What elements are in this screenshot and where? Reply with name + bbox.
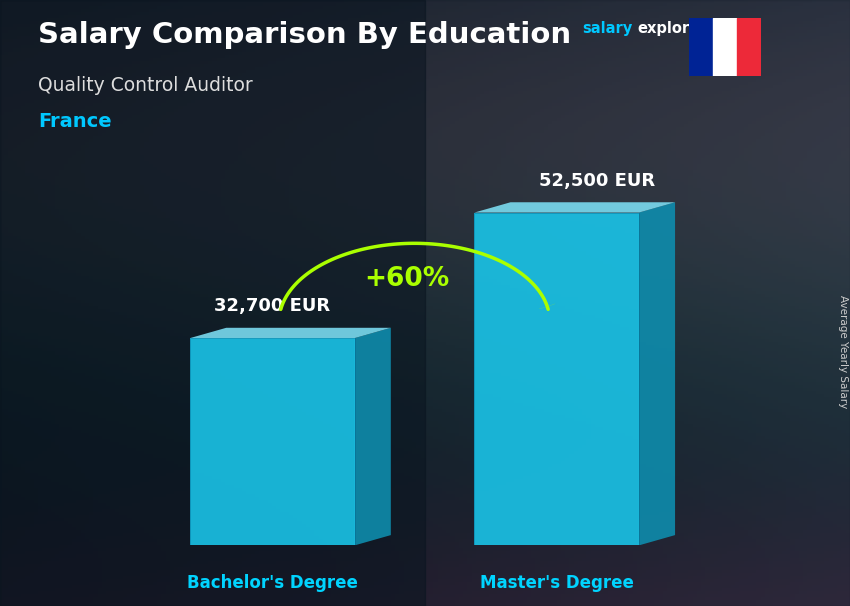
Polygon shape (474, 202, 675, 213)
Bar (0, 0, 425, 606)
Text: France: France (38, 112, 112, 131)
Bar (737, 18, 761, 76)
Text: explorer: explorer (638, 21, 707, 36)
Text: 32,700 EUR: 32,700 EUR (214, 298, 331, 316)
Polygon shape (190, 338, 354, 545)
Text: .com: .com (701, 21, 740, 36)
Bar (712, 18, 737, 76)
Text: Average Yearly Salary: Average Yearly Salary (838, 295, 848, 408)
Text: Master's Degree: Master's Degree (479, 574, 633, 592)
Text: Quality Control Auditor: Quality Control Auditor (38, 76, 253, 95)
Polygon shape (639, 202, 675, 545)
Text: +60%: +60% (365, 265, 450, 291)
Text: Bachelor's Degree: Bachelor's Degree (187, 574, 358, 592)
Text: 52,500 EUR: 52,500 EUR (539, 172, 655, 190)
Bar (688, 18, 712, 76)
Polygon shape (190, 328, 391, 338)
Polygon shape (354, 328, 391, 545)
Polygon shape (474, 213, 639, 545)
Text: salary: salary (582, 21, 632, 36)
Text: Salary Comparison By Education: Salary Comparison By Education (38, 21, 571, 49)
